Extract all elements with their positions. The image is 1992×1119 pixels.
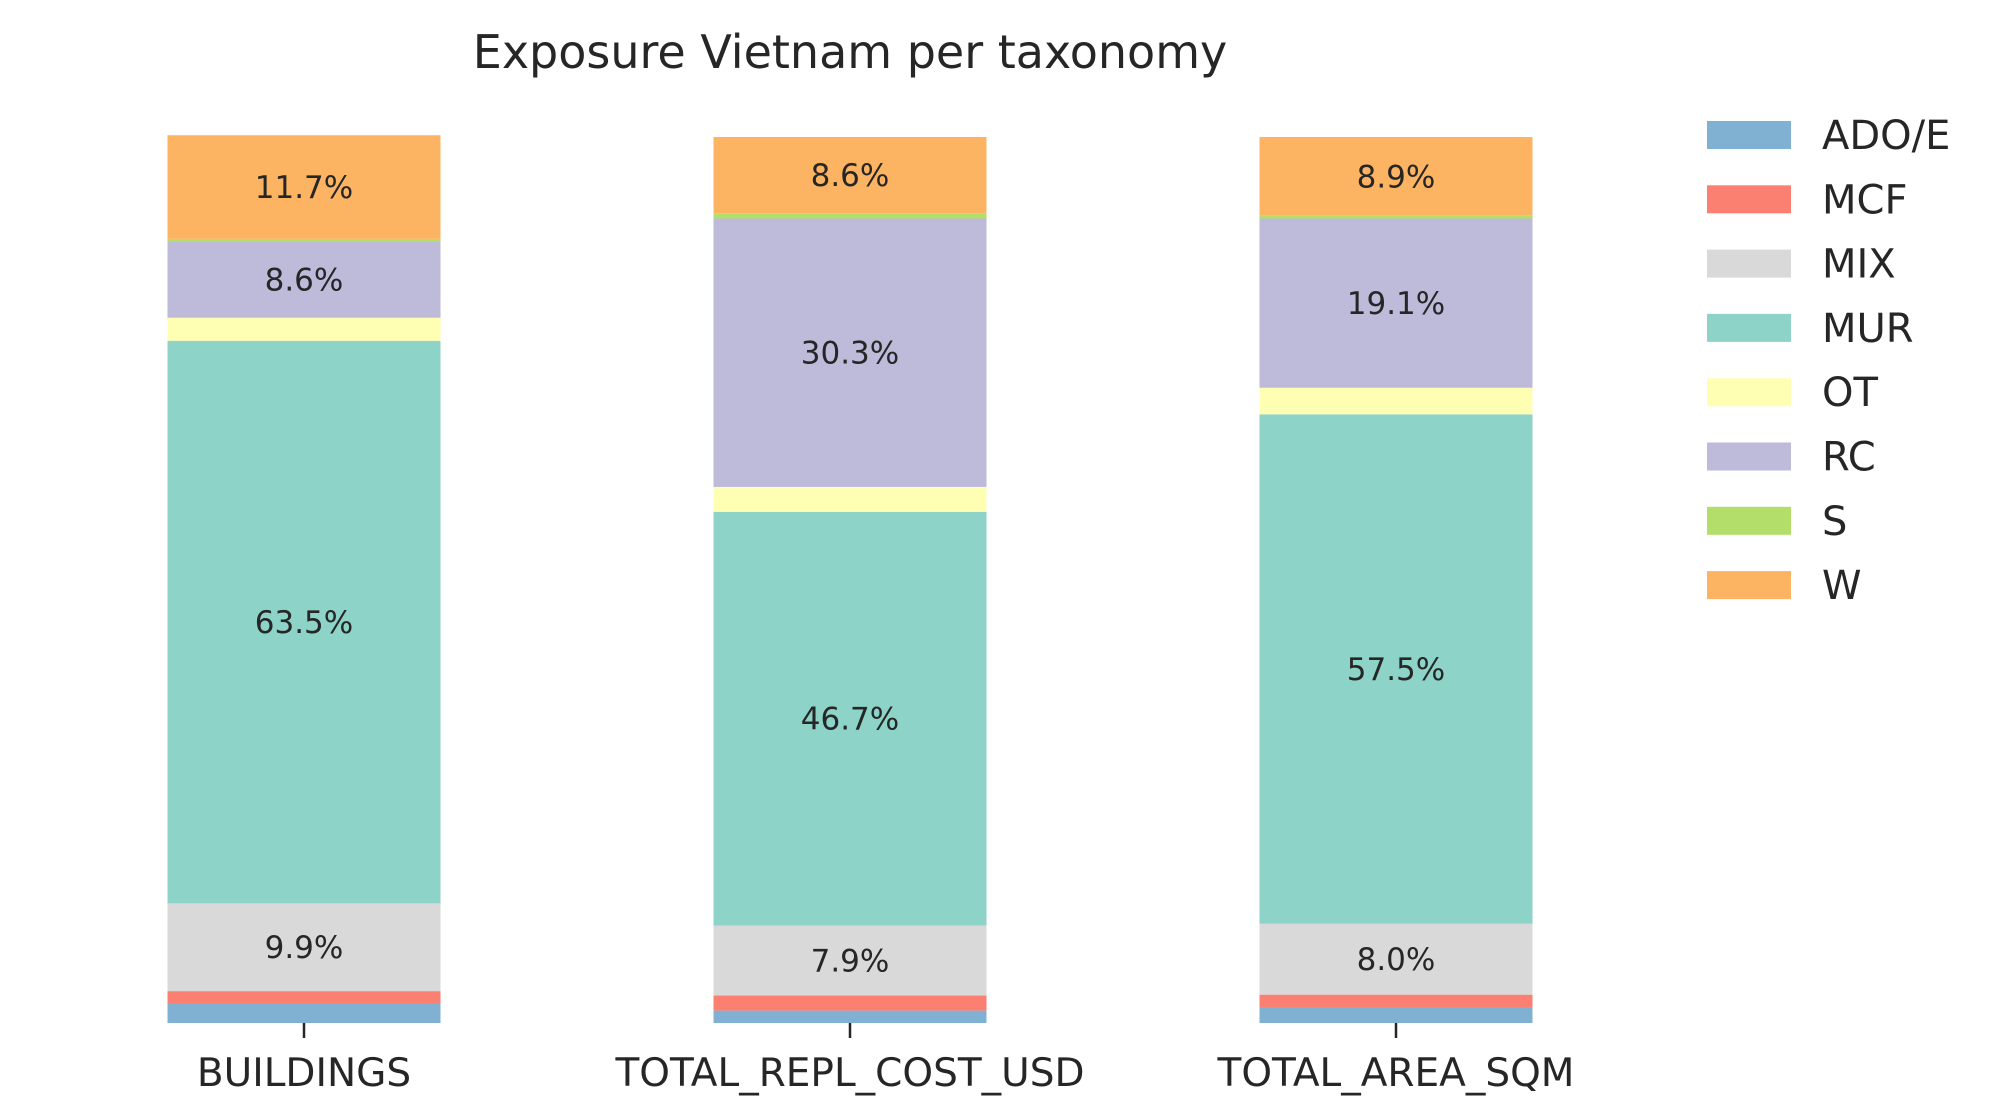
- bar-segment-rc-buildings: [167, 241, 441, 318]
- bar-segment-rc-total-repl-cost-usd: [713, 218, 987, 487]
- legend-label-rc: RC: [1822, 435, 1876, 481]
- bar-segment-s-total-repl-cost-usd: [713, 213, 987, 219]
- x-tick-label-total-repl-cost-usd: TOTAL_REPL_COST_USD: [614, 1051, 1084, 1096]
- legend-swatch-s: [1707, 506, 1791, 535]
- legend-swatch-rc: [1707, 442, 1791, 471]
- bar-segment-s-total-area-sqm: [1259, 215, 1533, 219]
- bar-segment-mix-total-area-sqm: [1259, 923, 1533, 995]
- legend-label-mix: MIX: [1822, 242, 1896, 288]
- data-label-rc-total-repl-cost-usd: 30.3%: [801, 336, 899, 372]
- data-label-mur-buildings: 63.5%: [255, 605, 353, 641]
- data-label-mix-buildings: 9.9%: [265, 930, 344, 966]
- data-label-mur-total-area-sqm: 57.5%: [1347, 652, 1445, 688]
- data-label-w-total-area-sqm: 8.9%: [1357, 159, 1436, 195]
- bar-segment-s-buildings: [167, 238, 441, 242]
- data-label-rc-buildings: 8.6%: [265, 263, 344, 299]
- bar-segment-ot-buildings: [167, 317, 441, 341]
- bar-segment-mcf-buildings: [167, 991, 441, 1004]
- bar-segment-mcf-total-area-sqm: [1259, 994, 1533, 1008]
- legend-swatch-mcf: [1707, 185, 1791, 214]
- data-label-rc-total-area-sqm: 19.1%: [1347, 286, 1445, 322]
- x-tick-label-total-area-sqm: TOTAL_AREA_SQM: [1217, 1051, 1575, 1096]
- data-label-mix-total-area-sqm: 8.0%: [1357, 942, 1436, 978]
- x-tick-label-buildings: BUILDINGS: [197, 1051, 411, 1096]
- bar-segment-rc-total-area-sqm: [1259, 218, 1533, 388]
- bar-segment-ado-e-buildings: [167, 1003, 441, 1023]
- bar-segment-mix-total-repl-cost-usd: [713, 925, 987, 996]
- legend-label-s: S: [1822, 499, 1847, 545]
- bar-segment-ado-e-total-area-sqm: [1259, 1007, 1533, 1023]
- bars-group: [167, 135, 1533, 1023]
- bar-segment-mix-buildings: [167, 903, 441, 992]
- legend-label-ot: OT: [1822, 370, 1878, 416]
- legend-label-mur: MUR: [1822, 306, 1914, 352]
- chart-title: Exposure Vietnam per taxonomy: [473, 25, 1227, 79]
- bar-segment-mur-buildings: [167, 340, 441, 904]
- segment-labels-group: 9.9% 63.5% 8.6% 11.7% 7.9% 46.7% 30.3% 8.6% 8.0%…: [255, 158, 1445, 979]
- bar-segment-w-total-area-sqm: [1259, 137, 1533, 216]
- data-label-w-total-repl-cost-usd: 8.6%: [811, 158, 890, 194]
- data-label-w-buildings: 11.7%: [255, 170, 353, 206]
- bar-segment-w-buildings: [167, 135, 441, 239]
- bar-segment-ado-e-total-repl-cost-usd: [713, 1010, 987, 1023]
- bar-segment-ot-total-area-sqm: [1259, 387, 1533, 415]
- legend-swatch-w: [1707, 571, 1791, 600]
- bar-segment-mur-total-area-sqm: [1259, 414, 1533, 924]
- legend-label-mcf: MCF: [1822, 177, 1907, 223]
- bar-segment-mur-total-repl-cost-usd: [713, 511, 987, 926]
- legend-swatch-mix: [1707, 249, 1791, 278]
- legend-label-ado-e: ADO/E: [1822, 113, 1950, 159]
- data-label-mur-total-repl-cost-usd: 46.7%: [801, 702, 899, 738]
- legend-swatch-ado-e: [1707, 121, 1791, 149]
- bar-segment-ot-total-repl-cost-usd: [713, 486, 987, 512]
- bar-segment-mcf-total-repl-cost-usd: [713, 995, 987, 1011]
- legend-swatch-ot: [1707, 378, 1791, 407]
- legend: ADO/E MCF MIX MUR OT RC SW: [1707, 113, 1950, 609]
- bar-segment-w-total-repl-cost-usd: [713, 137, 987, 214]
- legend-label-w: W: [1822, 563, 1862, 609]
- legend-swatch-mur: [1707, 313, 1791, 342]
- x-axis: BUILDINGS TOTAL_REPL_COST_USD TOTAL_AREA_S…: [197, 1023, 1575, 1096]
- data-label-mix-total-repl-cost-usd: 7.9%: [811, 944, 890, 980]
